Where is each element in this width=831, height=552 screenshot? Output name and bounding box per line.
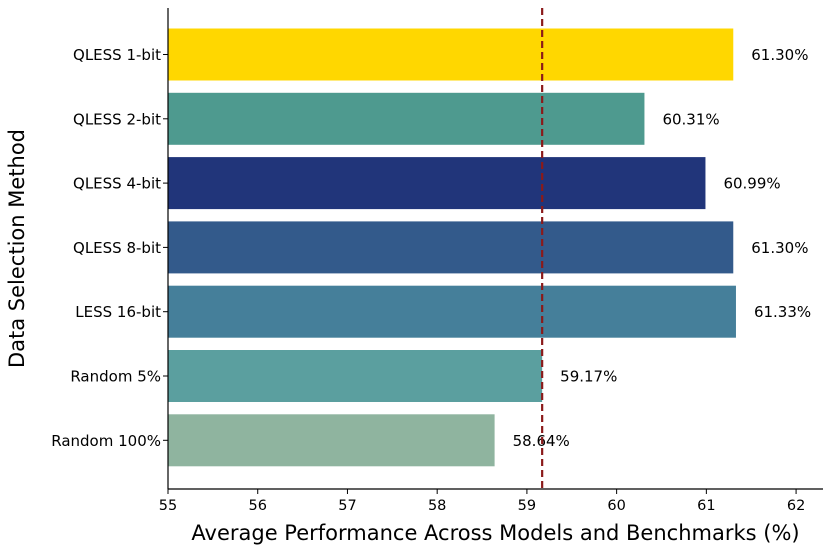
- bar-value-label: 61.33%: [754, 303, 811, 321]
- x-tick-label: 60: [607, 498, 625, 514]
- bar: [168, 92, 645, 145]
- category-labels-group: QLESS 1-bit QLESS 2-bit QLESS 4-bit QLESS 8…: [51, 46, 168, 450]
- bars-group: [168, 28, 736, 467]
- bar: [168, 157, 706, 210]
- category-label: LESS 16-bit: [75, 303, 161, 321]
- bar: [168, 350, 543, 402]
- category-label: QLESS 2-bit: [73, 110, 161, 128]
- category-label: QLESS 8-bit: [73, 239, 161, 257]
- category-label: QLESS 4-bit: [73, 175, 161, 193]
- x-tick-label: 58: [428, 498, 446, 514]
- y-axis-title: Data Selection Method: [5, 129, 29, 368]
- bar: [168, 221, 734, 274]
- x-tick-label: 59: [518, 498, 536, 514]
- bar-value-label: 61.30%: [751, 239, 808, 257]
- category-label: Random 5%: [70, 368, 161, 386]
- x-tick-label: 57: [338, 498, 356, 514]
- x-tick-label: 56: [248, 498, 266, 514]
- category-label: Random 100%: [51, 432, 161, 450]
- bar: [168, 28, 734, 81]
- bar-value-label: 60.99%: [723, 175, 780, 193]
- bar-value-label: 60.31%: [662, 110, 719, 128]
- bar-value-label: 59.17%: [560, 368, 617, 386]
- category-label: QLESS 1-bit: [73, 46, 161, 64]
- x-tick-label: 62: [787, 498, 805, 514]
- bar: [168, 285, 736, 338]
- x-tick-label: 55: [159, 498, 177, 514]
- bar-value-label: 61.30%: [751, 46, 808, 64]
- bar: [168, 414, 495, 467]
- x-axis-title: Average Performance Across Models and Be…: [191, 521, 799, 545]
- x-tick-label: 61: [697, 498, 715, 514]
- x-ticks-group: 55 56 57 58 59 60 61 62: [159, 489, 805, 514]
